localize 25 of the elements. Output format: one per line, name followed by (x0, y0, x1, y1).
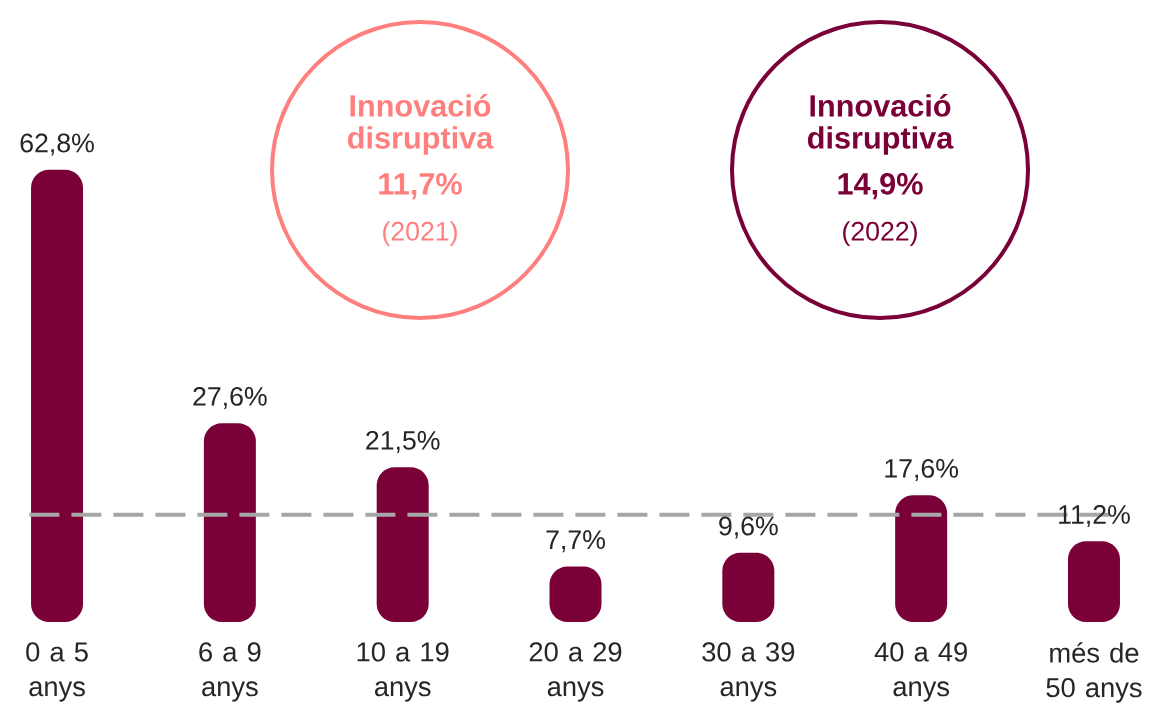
bar (376, 467, 429, 622)
data-label: 27,6% (193, 387, 267, 410)
bar (895, 495, 948, 622)
text: Innovació disruptiva (347, 93, 494, 155)
annotation: 14,9% (838, 173, 923, 200)
data-label: 17,6% (885, 458, 958, 482)
x-tick-label: 20 a 29 anys (529, 642, 622, 702)
bar (1067, 541, 1120, 622)
x-tick-label: 30 a 39 anys (702, 642, 795, 702)
data-label: 21,5% (366, 430, 440, 453)
x-tick-label: 6 a 9 anys (199, 642, 261, 702)
annotation: 11,7% (379, 173, 462, 200)
x-tick-label: 10 a 19 anys (357, 642, 449, 702)
text: Innovació disruptiva (807, 93, 954, 155)
x-tick-label: 40 a 49 anys (874, 642, 967, 702)
annotation: (2022) (843, 221, 917, 246)
data-label: 11,2% (1059, 505, 1130, 528)
x-tick-label: 0 a 5 anys (26, 642, 88, 702)
bar (31, 169, 84, 622)
data-label: 7,7% (546, 530, 605, 553)
x-tick-label: més de 50 anys (1046, 642, 1142, 703)
annotation: (2021) (383, 221, 457, 246)
data-label: 9,6% (719, 516, 778, 539)
data-label: 62,8% (20, 133, 94, 156)
bar (203, 423, 256, 622)
